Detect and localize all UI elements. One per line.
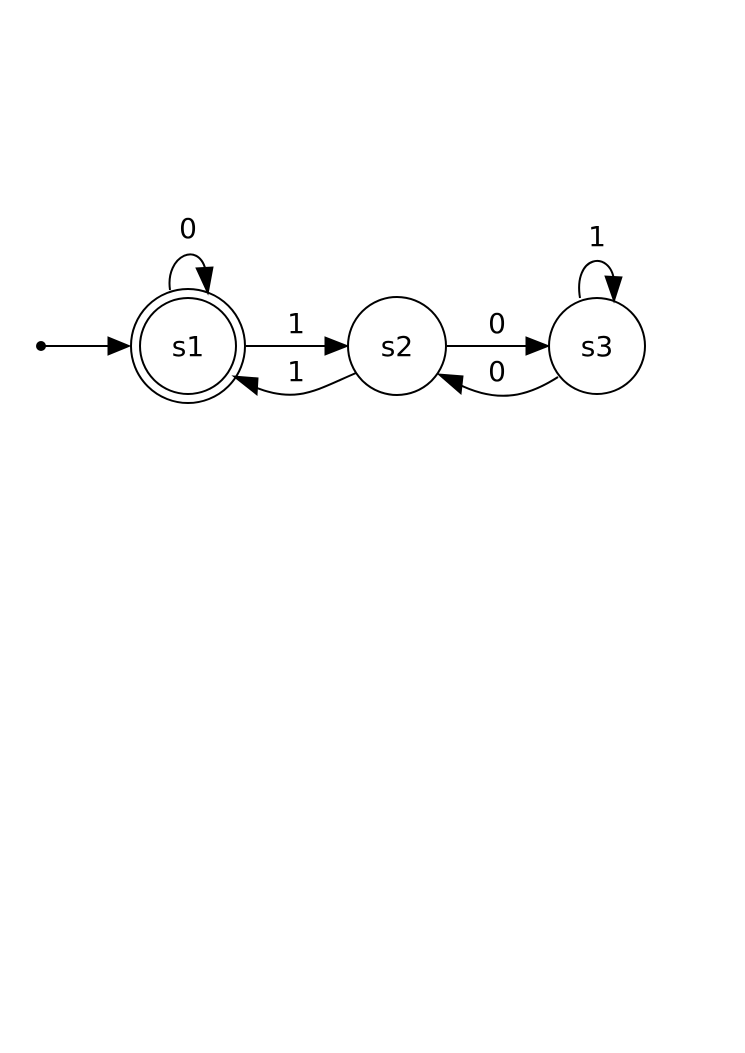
transition-s2-s1: 1 (231, 355, 357, 396)
transition-s1-s2: 1 (246, 307, 350, 356)
transition-s3-s3: 1 (578, 220, 623, 304)
transition-s3-s3-path (578, 260, 615, 299)
transition-s2-s3-arrowhead (525, 336, 551, 356)
transition-s3-s3-label: 1 (588, 220, 606, 253)
transition-s1-s2-label: 1 (287, 307, 305, 340)
transition-s1-s1-arrowhead (195, 266, 214, 296)
state-s1: s1 (130, 288, 246, 404)
transition-s1-s1: 0 (168, 212, 214, 296)
transition-s1-s2-arrowhead (324, 336, 350, 356)
state-s3-label: s3 (581, 330, 613, 363)
transition-s2-s1-label: 1 (287, 355, 305, 388)
initial-arrow (36, 336, 132, 356)
state-s3: s3 (548, 297, 646, 395)
transition-s3-s2-path (457, 376, 559, 397)
transition-s2-s1-arrowhead (231, 375, 259, 396)
transition-s3-s3-arrowhead (604, 275, 623, 304)
state-s1-inner-ring (139, 297, 237, 395)
state-s1-label: s1 (172, 330, 204, 363)
initial-arrowhead (107, 336, 132, 356)
transition-s2-s1-path (251, 372, 357, 396)
state-s1-outer-ring (130, 288, 246, 404)
transition-s2-s3-label: 0 (488, 307, 506, 340)
transition-s2-s3: 0 (447, 307, 551, 356)
transition-s3-s2-label: 0 (488, 355, 506, 388)
transition-s1-s1-path (168, 253, 207, 291)
transition-s3-s2: 0 (436, 355, 559, 397)
transition-s3-s2-arrowhead (436, 373, 464, 396)
state-s2-label: s2 (381, 330, 413, 363)
state-s2: s2 (347, 296, 447, 396)
transition-s1-s1-label: 0 (179, 212, 197, 245)
